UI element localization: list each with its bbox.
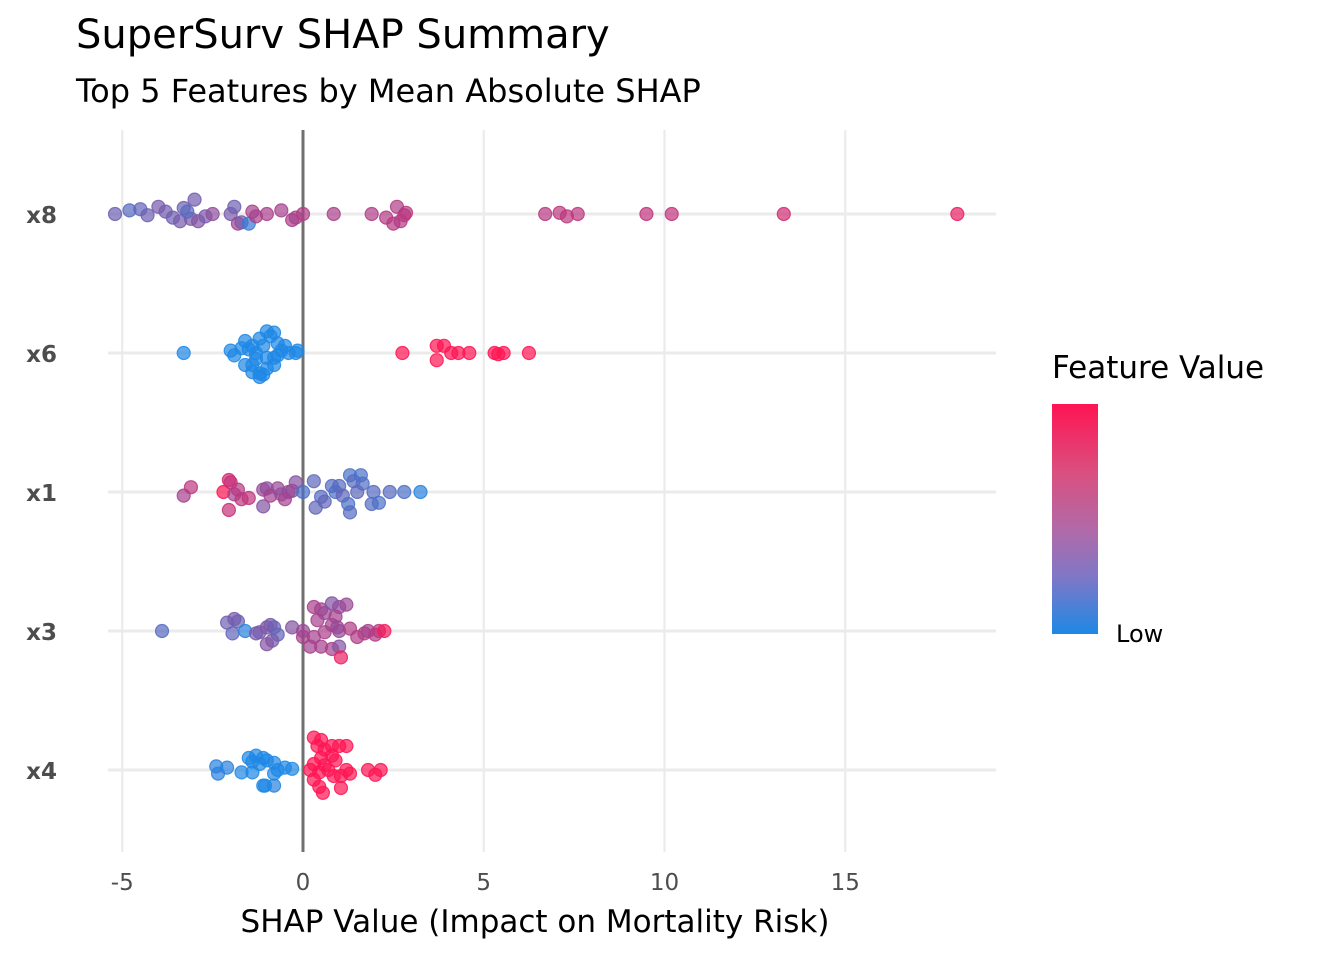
shap-point-x3 <box>333 650 349 665</box>
shap-point-x6 <box>256 367 271 382</box>
x-tick-label: 0 <box>296 870 311 896</box>
shap-point-x4 <box>257 778 273 793</box>
shap-point-x8 <box>326 206 341 222</box>
x-tick-label: 5 <box>476 870 491 896</box>
shap-point-x1 <box>397 484 412 500</box>
legend-title: Feature Value <box>1052 350 1265 386</box>
shap-point-x8 <box>227 199 242 214</box>
shap-point-x3 <box>330 620 345 635</box>
shap-point-x1 <box>295 484 311 500</box>
shap-point-x6 <box>429 353 444 368</box>
shap-point-x4 <box>328 753 343 768</box>
shap-point-x1 <box>382 484 397 500</box>
shap-point-x6 <box>176 345 191 361</box>
shap-point-x1 <box>342 505 358 520</box>
x-tick-label: 10 <box>650 870 679 896</box>
shap-point-x4 <box>339 738 354 754</box>
y-axis-labels: x8 x6 x1 x3 x4 <box>26 203 57 785</box>
shap-point-x4 <box>333 780 349 796</box>
shap-point-x3 <box>230 614 246 629</box>
x-axis-label: SHAP Value (Impact on Mortality Risk) <box>241 904 830 940</box>
x-tick-label: -5 <box>111 870 134 896</box>
shap-point-x8 <box>205 206 220 222</box>
shap-point-x3 <box>377 623 392 639</box>
shap-point-x8 <box>180 204 195 219</box>
shap-point-x3 <box>306 629 321 645</box>
shap-point-x1 <box>183 480 199 495</box>
shap-point-x4 <box>315 785 330 800</box>
shap-point-x6 <box>395 345 410 361</box>
y-tick-label-x8: x8 <box>26 203 57 229</box>
x-tick-label: 15 <box>831 870 860 896</box>
y-tick-label-x6: x6 <box>26 342 57 368</box>
shap-point-x8 <box>570 206 585 222</box>
shap-point-x1 <box>306 474 321 489</box>
shap-point-x4 <box>373 762 388 778</box>
shap-point-x6 <box>496 345 511 361</box>
legend-color-bar <box>1052 404 1098 634</box>
chart-title: SuperSurv SHAP Summary <box>76 12 610 58</box>
shap-point-x1 <box>230 482 246 497</box>
shap-point-x6 <box>521 345 537 361</box>
y-tick-label-x3: x3 <box>26 620 57 646</box>
shap-point-x4 <box>342 766 358 781</box>
shap-point-x4 <box>285 761 300 776</box>
shap-point-x1 <box>413 484 428 500</box>
shap-point-x8 <box>187 192 202 207</box>
shap-point-x4 <box>219 760 235 775</box>
y-tick-label-x4: x4 <box>26 759 57 785</box>
y-tick-label-x1: x1 <box>26 481 57 507</box>
shap-point-x8 <box>950 206 965 222</box>
chart-subtitle: Top 5 Features by Mean Absolute SHAP <box>76 72 701 110</box>
shap-point-x1 <box>371 495 387 510</box>
data-points <box>107 192 965 800</box>
shap-point-x3 <box>339 597 354 612</box>
shap-point-x8 <box>364 206 379 222</box>
shap-point-x8 <box>295 206 311 222</box>
shap-point-x3 <box>310 613 325 628</box>
shap-point-x8 <box>639 206 654 222</box>
shap-point-x8 <box>398 205 414 220</box>
x-axis-tick-labels: -5 0 5 10 15 <box>111 870 860 896</box>
shap-point-x6 <box>290 343 305 358</box>
shap-point-x3 <box>225 626 240 641</box>
shap-point-x8 <box>664 206 679 222</box>
shap-point-x6 <box>238 357 253 373</box>
shap-point-x1 <box>317 494 332 509</box>
shap-point-x1 <box>256 499 271 514</box>
legend-low-label: Low <box>1116 620 1164 648</box>
shap-point-x1 <box>221 502 236 518</box>
shap-point-x8 <box>538 206 553 222</box>
shap-point-x8 <box>274 203 289 218</box>
shap-point-x1 <box>350 484 365 500</box>
shap-point-x6 <box>256 338 271 353</box>
shap-point-x4 <box>245 765 260 780</box>
shap-point-x3 <box>259 637 274 652</box>
shap-point-x8 <box>259 206 274 222</box>
shap-point-x3 <box>154 623 170 639</box>
shap-point-x8 <box>776 206 791 222</box>
shap-point-x1 <box>241 490 256 506</box>
shap-point-x8 <box>140 208 155 223</box>
shap-point-x8 <box>107 206 123 222</box>
shap-point-x6 <box>462 345 477 361</box>
